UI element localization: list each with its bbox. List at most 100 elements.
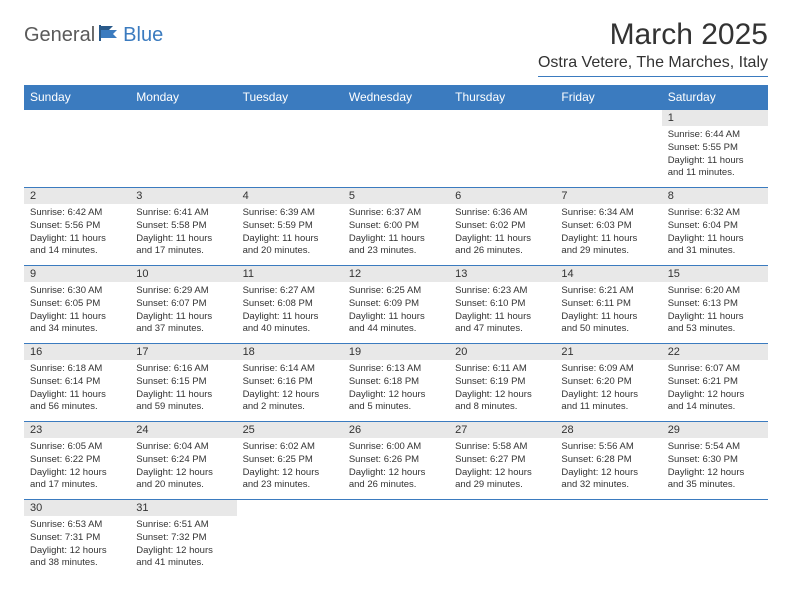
day-number: 30 <box>24 500 130 516</box>
calendar-cell: 24Sunrise: 6:04 AMSunset: 6:24 PMDayligh… <box>130 422 236 500</box>
sunset-text: Sunset: 7:32 PM <box>136 532 230 545</box>
daylight-text: Daylight: 11 hours and 11 minutes. <box>668 155 762 181</box>
day-details: Sunrise: 6:51 AMSunset: 7:32 PMDaylight:… <box>130 516 236 573</box>
daylight-text: Daylight: 12 hours and 23 minutes. <box>243 467 337 493</box>
calendar-cell <box>237 500 343 578</box>
daylight-text: Daylight: 12 hours and 32 minutes. <box>561 467 655 493</box>
calendar-cell: 23Sunrise: 6:05 AMSunset: 6:22 PMDayligh… <box>24 422 130 500</box>
daylight-text: Daylight: 11 hours and 44 minutes. <box>349 311 443 337</box>
logo-text-general: General <box>24 24 95 47</box>
calendar-cell: 27Sunrise: 5:58 AMSunset: 6:27 PMDayligh… <box>449 422 555 500</box>
sunset-text: Sunset: 6:14 PM <box>30 376 124 389</box>
month-title: March 2025 <box>538 18 768 52</box>
calendar-cell: 8Sunrise: 6:32 AMSunset: 6:04 PMDaylight… <box>662 188 768 266</box>
weekday-header: Thursday <box>449 85 555 110</box>
day-number: 10 <box>130 266 236 282</box>
day-number: 2 <box>24 188 130 204</box>
calendar-cell: 14Sunrise: 6:21 AMSunset: 6:11 PMDayligh… <box>555 266 661 344</box>
calendar-cell <box>130 110 236 188</box>
day-details: Sunrise: 6:29 AMSunset: 6:07 PMDaylight:… <box>130 282 236 339</box>
day-details: Sunrise: 6:04 AMSunset: 6:24 PMDaylight:… <box>130 438 236 495</box>
day-number: 29 <box>662 422 768 438</box>
sunrise-text: Sunrise: 6:23 AM <box>455 285 549 298</box>
calendar-cell: 6Sunrise: 6:36 AMSunset: 6:02 PMDaylight… <box>449 188 555 266</box>
day-number: 14 <box>555 266 661 282</box>
sunrise-text: Sunrise: 6:36 AM <box>455 207 549 220</box>
sunset-text: Sunset: 6:08 PM <box>243 298 337 311</box>
calendar-cell: 4Sunrise: 6:39 AMSunset: 5:59 PMDaylight… <box>237 188 343 266</box>
daylight-text: Daylight: 11 hours and 34 minutes. <box>30 311 124 337</box>
calendar-cell <box>555 110 661 188</box>
calendar-cell: 30Sunrise: 6:53 AMSunset: 7:31 PMDayligh… <box>24 500 130 578</box>
sunrise-text: Sunrise: 6:29 AM <box>136 285 230 298</box>
sunset-text: Sunset: 6:20 PM <box>561 376 655 389</box>
calendar-cell: 20Sunrise: 6:11 AMSunset: 6:19 PMDayligh… <box>449 344 555 422</box>
calendar-cell: 26Sunrise: 6:00 AMSunset: 6:26 PMDayligh… <box>343 422 449 500</box>
daylight-text: Daylight: 12 hours and 41 minutes. <box>136 545 230 571</box>
sunset-text: Sunset: 6:21 PM <box>668 376 762 389</box>
daylight-text: Daylight: 12 hours and 14 minutes. <box>668 389 762 415</box>
daylight-text: Daylight: 11 hours and 17 minutes. <box>136 233 230 259</box>
day-number: 25 <box>237 422 343 438</box>
daylight-text: Daylight: 11 hours and 20 minutes. <box>243 233 337 259</box>
calendar-cell <box>449 110 555 188</box>
day-number: 19 <box>343 344 449 360</box>
daylight-text: Daylight: 11 hours and 31 minutes. <box>668 233 762 259</box>
daylight-text: Daylight: 12 hours and 5 minutes. <box>349 389 443 415</box>
day-details: Sunrise: 6:30 AMSunset: 6:05 PMDaylight:… <box>24 282 130 339</box>
daylight-text: Daylight: 12 hours and 26 minutes. <box>349 467 443 493</box>
day-number: 18 <box>237 344 343 360</box>
sunset-text: Sunset: 6:19 PM <box>455 376 549 389</box>
day-details: Sunrise: 6:41 AMSunset: 5:58 PMDaylight:… <box>130 204 236 261</box>
day-number: 28 <box>555 422 661 438</box>
title-block: March 2025 Ostra Vetere, The Marches, It… <box>538 18 768 77</box>
day-details: Sunrise: 6:05 AMSunset: 6:22 PMDaylight:… <box>24 438 130 495</box>
daylight-text: Daylight: 11 hours and 59 minutes. <box>136 389 230 415</box>
day-number: 13 <box>449 266 555 282</box>
day-details: Sunrise: 6:16 AMSunset: 6:15 PMDaylight:… <box>130 360 236 417</box>
sunset-text: Sunset: 6:30 PM <box>668 454 762 467</box>
sunset-text: Sunset: 6:05 PM <box>30 298 124 311</box>
sunrise-text: Sunrise: 6:32 AM <box>668 207 762 220</box>
daylight-text: Daylight: 12 hours and 38 minutes. <box>30 545 124 571</box>
calendar-cell: 15Sunrise: 6:20 AMSunset: 6:13 PMDayligh… <box>662 266 768 344</box>
calendar-cell: 17Sunrise: 6:16 AMSunset: 6:15 PMDayligh… <box>130 344 236 422</box>
sunrise-text: Sunrise: 6:37 AM <box>349 207 443 220</box>
sunrise-text: Sunrise: 6:14 AM <box>243 363 337 376</box>
sunrise-text: Sunrise: 6:27 AM <box>243 285 337 298</box>
day-details: Sunrise: 5:54 AMSunset: 6:30 PMDaylight:… <box>662 438 768 495</box>
day-number: 26 <box>343 422 449 438</box>
daylight-text: Daylight: 12 hours and 17 minutes. <box>30 467 124 493</box>
sunset-text: Sunset: 6:00 PM <box>349 220 443 233</box>
sunrise-text: Sunrise: 6:11 AM <box>455 363 549 376</box>
logo-text-blue: Blue <box>123 24 163 47</box>
day-number: 7 <box>555 188 661 204</box>
sunset-text: Sunset: 6:07 PM <box>136 298 230 311</box>
sunset-text: Sunset: 6:15 PM <box>136 376 230 389</box>
calendar-cell: 16Sunrise: 6:18 AMSunset: 6:14 PMDayligh… <box>24 344 130 422</box>
day-number: 17 <box>130 344 236 360</box>
sunset-text: Sunset: 5:55 PM <box>668 142 762 155</box>
calendar-cell <box>343 110 449 188</box>
daylight-text: Daylight: 12 hours and 2 minutes. <box>243 389 337 415</box>
sunset-text: Sunset: 6:02 PM <box>455 220 549 233</box>
sunrise-text: Sunrise: 6:51 AM <box>136 519 230 532</box>
sunset-text: Sunset: 6:09 PM <box>349 298 443 311</box>
calendar-body: 1Sunrise: 6:44 AMSunset: 5:55 PMDaylight… <box>24 110 768 578</box>
sunset-text: Sunset: 6:27 PM <box>455 454 549 467</box>
day-details: Sunrise: 6:44 AMSunset: 5:55 PMDaylight:… <box>662 126 768 183</box>
day-details: Sunrise: 6:20 AMSunset: 6:13 PMDaylight:… <box>662 282 768 339</box>
calendar-cell <box>237 110 343 188</box>
calendar-cell <box>449 500 555 578</box>
sunset-text: Sunset: 6:28 PM <box>561 454 655 467</box>
daylight-text: Daylight: 12 hours and 35 minutes. <box>668 467 762 493</box>
calendar-table: Sunday Monday Tuesday Wednesday Thursday… <box>24 85 768 578</box>
sunrise-text: Sunrise: 6:04 AM <box>136 441 230 454</box>
day-number: 21 <box>555 344 661 360</box>
day-number: 15 <box>662 266 768 282</box>
day-number: 27 <box>449 422 555 438</box>
day-details: Sunrise: 6:09 AMSunset: 6:20 PMDaylight:… <box>555 360 661 417</box>
sunrise-text: Sunrise: 6:09 AM <box>561 363 655 376</box>
calendar-cell <box>662 500 768 578</box>
calendar-cell: 2Sunrise: 6:42 AMSunset: 5:56 PMDaylight… <box>24 188 130 266</box>
